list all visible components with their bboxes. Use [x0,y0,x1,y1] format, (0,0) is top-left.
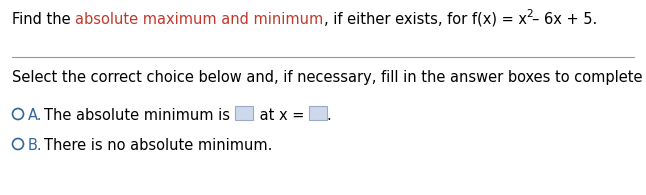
Text: absolute maximum and minimum: absolute maximum and minimum [75,12,324,27]
FancyBboxPatch shape [234,106,253,120]
Text: Find the: Find the [12,12,75,27]
Text: – 6x + 5.: – 6x + 5. [532,12,598,27]
Text: A.: A. [28,108,43,123]
Text: at x =: at x = [255,108,309,123]
Text: There is no absolute minimum.: There is no absolute minimum. [44,138,273,153]
Text: .: . [327,108,331,123]
FancyBboxPatch shape [309,106,327,120]
Text: B.: B. [28,138,43,153]
Text: Select the correct choice below and, if necessary, fill in the answer boxes to c: Select the correct choice below and, if … [12,70,646,85]
Text: 2: 2 [526,9,533,19]
Text: The absolute minimum is: The absolute minimum is [44,108,234,123]
Text: , if either exists, for f(x) = x: , if either exists, for f(x) = x [324,12,526,27]
